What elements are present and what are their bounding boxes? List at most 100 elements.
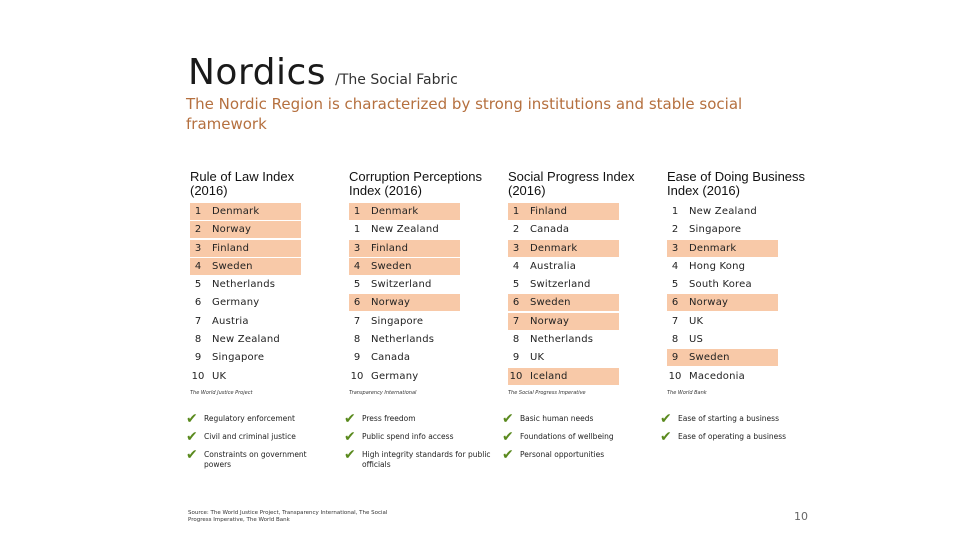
country-name: Singapore — [371, 315, 424, 327]
rank-number: 8 — [353, 334, 361, 346]
checkmark-icon: ✔ — [502, 447, 514, 463]
rank-number: 10 — [509, 370, 523, 382]
column-heading: Ease of Doing Business Index (2016) — [667, 169, 806, 198]
title-suffix: /The Social Fabric — [335, 72, 458, 88]
rank-number: 9 — [512, 352, 520, 364]
criteria-list: ✔ Regulatory enforcement ✔ Civil and crimin… — [186, 411, 336, 476]
ranking-row: 10 Iceland — [508, 367, 619, 385]
country-name: Austria — [212, 315, 249, 327]
ranking-row: 1 Denmark — [349, 203, 460, 220]
country-name: Finland — [530, 206, 568, 217]
rank-number: 7 — [671, 315, 679, 327]
ranking-row: 9 UK — [508, 349, 619, 366]
criteria-item: ✔ Constraints on government powers — [186, 448, 336, 470]
rank-number: 5 — [194, 279, 202, 291]
ranking-row: 5 Switzerland — [508, 276, 619, 293]
country-name: Denmark — [212, 206, 260, 217]
ranking-row: 4 Sweden — [190, 257, 301, 275]
ranking-row: 6 Norway — [349, 294, 460, 312]
country-name: Switzerland — [530, 279, 591, 291]
ranking-row: 9 Singapore — [190, 349, 301, 366]
criteria-item: ✔ Ease of operating a business — [660, 430, 810, 444]
ranking-row: 10 Germany — [349, 368, 460, 385]
checkmark-icon: ✔ — [344, 447, 356, 463]
country-name: Sweden — [689, 352, 730, 364]
title-main: Nordics — [188, 52, 327, 93]
country-name: New Zealand — [689, 206, 757, 217]
criteria-item: ✔ Foundations of wellbeing — [502, 429, 652, 445]
rank-number: 5 — [512, 279, 520, 291]
checkmark-icon: ✔ — [186, 429, 198, 445]
footer-source: Source: The World Justice Project, Trans… — [188, 510, 388, 523]
ranking-row: 3 Finland — [190, 239, 301, 257]
rank-number: 4 — [353, 260, 361, 272]
country-name: Sweden — [530, 297, 571, 309]
rank-number: 1 — [512, 206, 520, 217]
ranking-row: 1 New Zealand — [667, 203, 778, 220]
country-name: Norway — [371, 297, 411, 309]
ranking-row: 5 Netherlands — [190, 276, 301, 293]
ranking-row: 6 Germany — [190, 294, 301, 311]
country-name: Netherlands — [212, 279, 276, 291]
slide-subtitle: The Nordic Region is characterized by st… — [186, 95, 743, 133]
ranking-row: 5 South Korea — [667, 276, 778, 293]
country-name: Denmark — [689, 242, 737, 254]
country-name: Norway — [530, 315, 570, 327]
criteria-label: Constraints on government powers — [204, 450, 307, 469]
rank-number: 7 — [512, 315, 520, 327]
ranking-list: 1 Finland 2 Canada 3 Denmark 4 Australia 5 Switze… — [508, 203, 619, 386]
rank-number: 4 — [671, 260, 679, 272]
ranking-row: 2 Norway — [190, 221, 301, 239]
rank-number: 9 — [353, 352, 361, 364]
column-heading: Social Progress Index (2016) — [508, 169, 635, 198]
rank-number: 10 — [191, 370, 205, 382]
ranking-row: 6 Norway — [667, 294, 778, 312]
country-name: Norway — [689, 297, 729, 309]
country-name: US — [689, 334, 704, 346]
ranking-row: 3 Finland — [349, 239, 460, 257]
ranking-row: 8 US — [667, 331, 778, 348]
ranking-row: 7 Austria — [190, 313, 301, 330]
ranking-row: 7 Norway — [508, 312, 619, 330]
country-name: Netherlands — [530, 334, 594, 346]
column-source: The Social Progress Imperative — [508, 390, 586, 396]
rank-number: 3 — [194, 242, 202, 254]
ranking-row: 4 Australia — [508, 258, 619, 275]
rank-number: 10 — [350, 370, 364, 382]
criteria-list: ✔ Basic human needs ✔ Foundations of wellbe… — [502, 412, 652, 467]
criteria-item: ✔ Regulatory enforcement — [186, 411, 336, 427]
country-name: Australia — [530, 260, 577, 272]
criteria-label: High integrity standards for public offi… — [362, 450, 491, 469]
rank-number: 10 — [668, 370, 682, 382]
ranking-list: 1 Denmark 2 Norway 3 Finland 4 Sweden 5 Netherlan… — [190, 203, 301, 386]
column-source: Transparency International — [349, 390, 417, 396]
rank-number: 1 — [194, 206, 202, 217]
criteria-label: Ease of operating a business — [678, 432, 787, 441]
country-name: Germany — [371, 370, 419, 382]
rank-number: 5 — [353, 279, 361, 291]
ranking-row: 3 Denmark — [508, 239, 619, 257]
rank-number: 2 — [194, 224, 202, 236]
country-name: Netherlands — [371, 334, 435, 346]
criteria-label: Civil and criminal justice — [204, 432, 296, 441]
criteria-item: ✔ Press freedom — [344, 412, 494, 426]
ranking-row: 9 Canada — [349, 349, 460, 366]
criteria-item: ✔ Basic human needs — [502, 412, 652, 426]
rank-number: 6 — [194, 297, 202, 309]
rank-number: 6 — [671, 297, 679, 309]
checkmark-icon: ✔ — [502, 429, 514, 445]
checkmark-icon: ✔ — [344, 429, 356, 445]
country-name: South Korea — [689, 279, 752, 291]
ranking-list: 1 Denmark 1 New Zealand 3 Finland 4 Sweden 5 Swit… — [349, 203, 460, 386]
rank-number: 8 — [671, 334, 679, 346]
rank-number: 9 — [671, 352, 679, 364]
ranking-row: 8 New Zealand — [190, 331, 301, 348]
country-name: UK — [530, 352, 545, 364]
country-name: Germany — [212, 297, 260, 309]
criteria-label: Basic human needs — [520, 414, 594, 423]
ranking-row: 1 Finland — [508, 203, 619, 220]
rank-number: 1 — [353, 206, 361, 217]
rank-number: 5 — [671, 279, 679, 291]
ranking-row: 1 New Zealand — [349, 221, 460, 238]
checkmark-icon: ✔ — [186, 411, 198, 427]
